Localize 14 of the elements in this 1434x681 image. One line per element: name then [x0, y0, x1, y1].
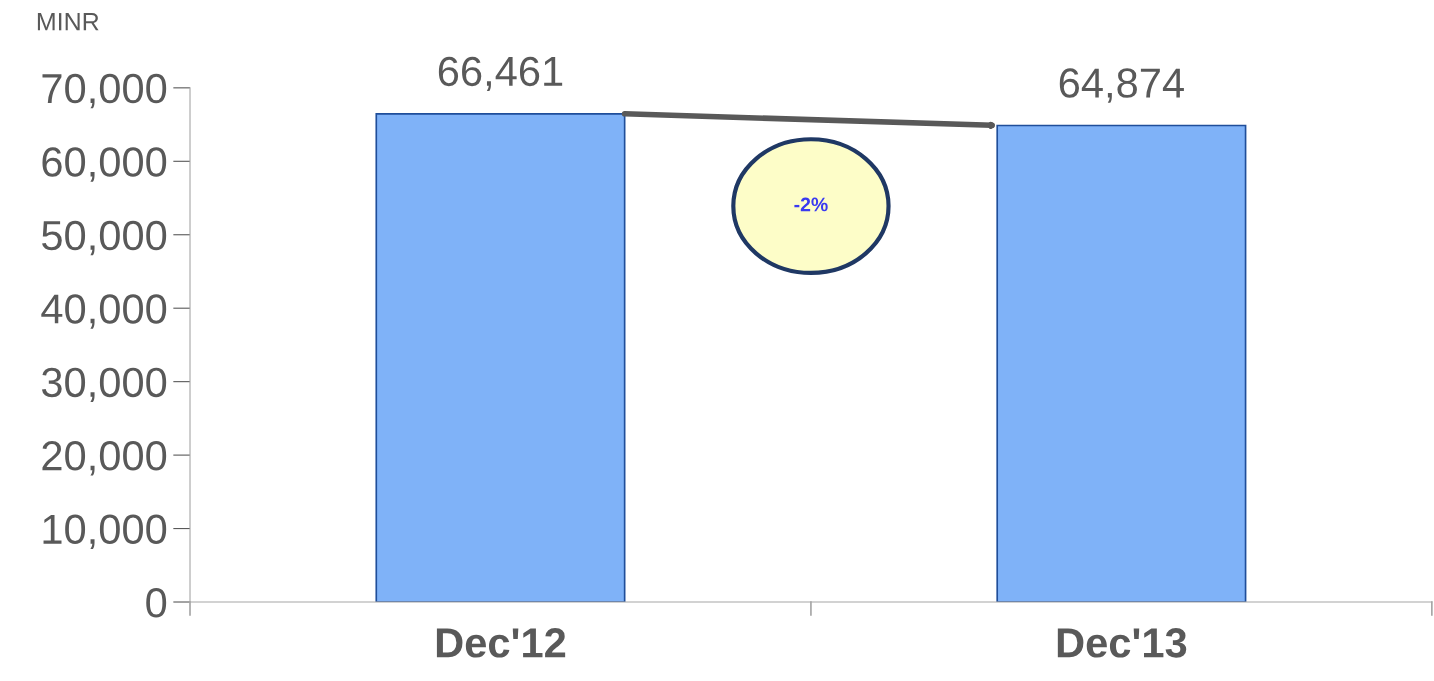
y-tick-label: 60,000 [42, 147, 167, 182]
data-label: 66,461 [438, 56, 563, 92]
y-tick-label: 30,000 [41, 367, 167, 403]
y-tick-label: 10,000 [43, 514, 167, 549]
annotation: -2% [794, 197, 828, 212]
y-tick-label: 40,000 [41, 294, 167, 329]
y-axis-title: MINR [37, 13, 99, 31]
x-tick-label: Dec'13 [1057, 628, 1187, 658]
y-tick-label: 20,000 [42, 441, 167, 476]
x-tick-label: Dec'12 [436, 628, 566, 658]
data-label: 64,874 [1059, 68, 1184, 103]
y-tick-label: 50,000 [42, 220, 167, 256]
y-tick-label: 0 [146, 588, 167, 618]
y-tick-label: 70,000 [42, 73, 167, 109]
